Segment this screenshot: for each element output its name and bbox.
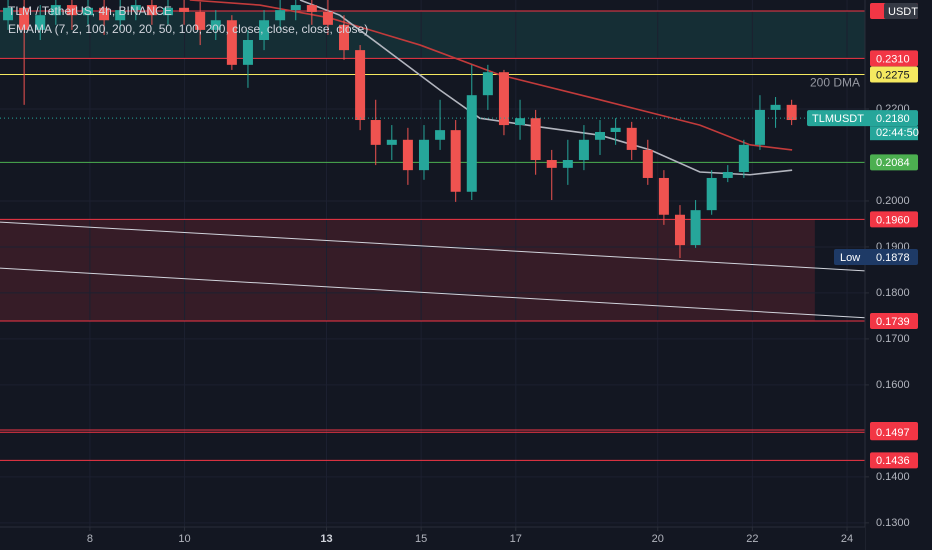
candle-body xyxy=(706,177,717,211)
candle-body xyxy=(355,50,366,121)
currency-pill xyxy=(884,3,918,20)
candle-body xyxy=(642,149,653,178)
x-axis xyxy=(0,527,865,550)
candle-body xyxy=(66,5,77,16)
level-label: 0.2275 xyxy=(876,69,910,81)
candle-body xyxy=(210,20,221,30)
last-price-label: 0.2180 xyxy=(876,113,910,125)
candle-body xyxy=(290,5,301,11)
y-tick-label: 0.1800 xyxy=(876,287,910,299)
low-value: 0.1878 xyxy=(876,252,910,264)
countdown-pill xyxy=(870,126,918,141)
candle-body xyxy=(674,214,685,246)
candle-body xyxy=(595,131,606,140)
y-tick-label: 0.1300 xyxy=(876,517,910,529)
level-pill xyxy=(870,50,918,67)
candle-body xyxy=(658,177,669,215)
candle-body xyxy=(339,24,350,51)
low-label: Low xyxy=(840,252,860,264)
candle-body xyxy=(195,11,206,30)
candle-body xyxy=(754,109,765,145)
candle-body xyxy=(322,11,333,25)
candle-body xyxy=(450,130,461,192)
indicator-label: EMAMA (7, 2, 100, 200, 20, 50, 100, 200,… xyxy=(8,22,368,36)
x-tick-label: 22 xyxy=(746,533,758,545)
level-label: 0.1497 xyxy=(876,427,910,439)
x-tick-label: 17 xyxy=(510,533,522,545)
candle-body xyxy=(770,104,781,110)
candle-body xyxy=(275,10,286,21)
level-text: 200 DMA xyxy=(810,76,860,90)
level-pill xyxy=(870,154,918,171)
candle-body xyxy=(35,15,46,30)
candle-body xyxy=(515,118,526,126)
x-tick-label: 10 xyxy=(178,533,190,545)
trend-line xyxy=(0,221,866,272)
candle-body xyxy=(466,95,477,192)
candle-body xyxy=(370,120,381,145)
candle-body xyxy=(530,118,541,161)
candle-body xyxy=(50,5,61,16)
level-label: 0.1436 xyxy=(876,455,910,467)
level-pill xyxy=(870,211,918,228)
candle-body xyxy=(546,160,557,168)
x-tick-label: 8 xyxy=(87,533,93,545)
candle-body xyxy=(690,210,701,246)
candle-body xyxy=(626,127,637,150)
candle-body xyxy=(722,171,733,178)
candle-body xyxy=(259,20,270,41)
candle-body xyxy=(242,40,253,65)
level-pill xyxy=(870,424,918,441)
candle-body xyxy=(610,127,621,132)
trend-line xyxy=(0,267,866,319)
candle-body xyxy=(226,20,237,65)
last-price-pill xyxy=(807,110,918,127)
candle-body xyxy=(115,10,126,21)
candle-body xyxy=(418,139,429,171)
x-tick-label: 24 xyxy=(841,533,853,545)
candle-body xyxy=(83,7,94,16)
candle-body xyxy=(19,7,30,30)
candle-body xyxy=(146,5,157,16)
y-tick-label: 0.1700 xyxy=(876,333,910,345)
candle-body xyxy=(562,160,573,168)
level-label: 0.1739 xyxy=(876,316,910,328)
candle-body xyxy=(786,104,797,121)
x-tick-label: 20 xyxy=(652,533,664,545)
y-tick-label: 0.2000 xyxy=(876,195,910,207)
candle-body xyxy=(738,144,749,172)
level-pill xyxy=(870,312,918,329)
candle-body xyxy=(130,5,141,11)
candle-body xyxy=(435,130,446,140)
level-label: 0.2084 xyxy=(876,157,910,169)
currency-label: USDT xyxy=(888,6,918,18)
level-label: 0.2310 xyxy=(876,53,910,65)
level-pill xyxy=(870,66,918,83)
y-tick-label: 0.1400 xyxy=(876,471,910,483)
x-tick-label: 15 xyxy=(415,533,427,545)
candle-body xyxy=(99,7,110,21)
candle-body xyxy=(162,7,173,16)
level-label: 0.1960 xyxy=(876,214,910,226)
x-tick-label: 13 xyxy=(320,533,332,545)
level-pill xyxy=(870,452,918,469)
countdown-label: 02:44:50 xyxy=(876,127,919,139)
candle-body xyxy=(402,139,413,171)
candle-body xyxy=(482,72,493,96)
candle-body xyxy=(306,5,317,12)
candle-body xyxy=(179,7,190,12)
y-tick-label: 0.1600 xyxy=(876,379,910,391)
candle-body xyxy=(498,72,509,126)
low-pill xyxy=(834,249,918,266)
candle-body xyxy=(578,139,589,161)
candle-body xyxy=(3,7,14,21)
candle-body xyxy=(386,139,397,145)
chart-title: TLM / TetherUS, 4h, BINANCE xyxy=(8,4,172,18)
symbol-label: TLMUSDT xyxy=(812,113,864,125)
